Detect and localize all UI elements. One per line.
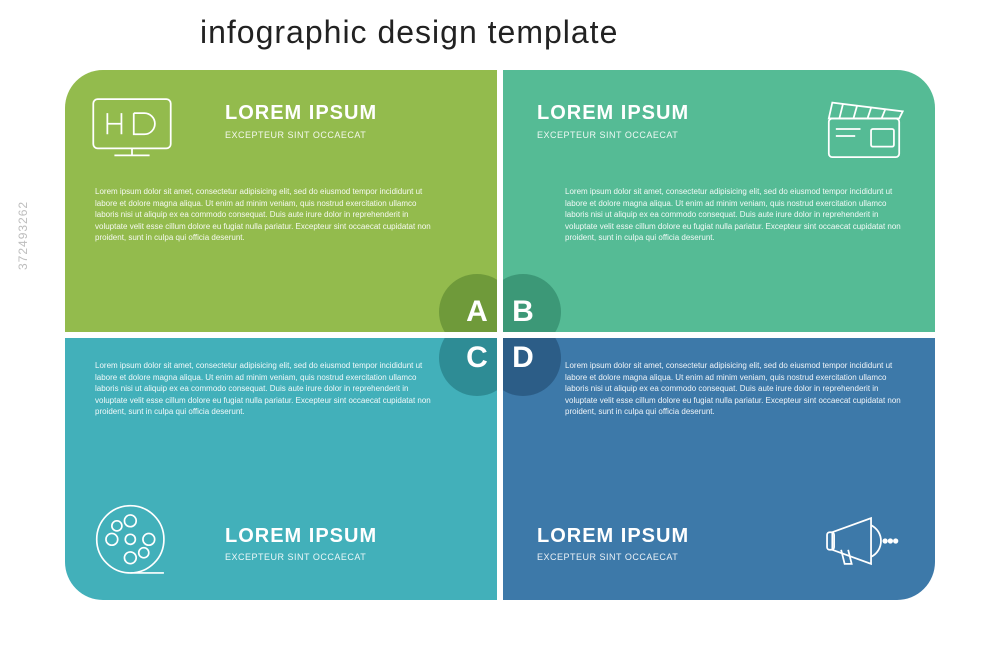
panel-a-letter: A <box>439 274 497 332</box>
megaphone-icon <box>819 496 909 586</box>
panel-b-subheading: EXCEPTEUR SINT OCCAECAT <box>537 130 678 140</box>
panel-c-body: Lorem ipsum dolor sit amet, consectetur … <box>95 360 435 418</box>
panel-a-subheading: EXCEPTEUR SINT OCCAECAT <box>225 130 366 140</box>
panel-b-heading: LOREM IPSUM <box>537 102 689 125</box>
hd-tv-icon <box>87 84 177 174</box>
panel-c: Lorem ipsum dolor sit amet, consectetur … <box>65 338 497 600</box>
panel-a-body: Lorem ipsum dolor sit amet, consectetur … <box>95 186 435 244</box>
clapperboard-icon <box>819 84 909 174</box>
watermark-id: 372493262 <box>16 201 30 270</box>
film-reel-icon <box>87 496 177 586</box>
panel-d-letter: D <box>503 338 561 396</box>
panel-d-heading: LOREM IPSUM <box>537 525 689 548</box>
panel-d: Lorem ipsum dolor sit amet, consectetur … <box>503 338 935 600</box>
panel-c-letter: C <box>439 338 497 396</box>
page-title: infographic design template <box>200 14 618 51</box>
panel-d-body: Lorem ipsum dolor sit amet, consectetur … <box>565 360 905 418</box>
infographic-grid: LOREM IPSUM EXCEPTEUR SINT OCCAECAT Lore… <box>65 70 935 600</box>
panel-b-body: Lorem ipsum dolor sit amet, consectetur … <box>565 186 905 244</box>
panel-b-letter: B <box>503 274 561 332</box>
panel-a: LOREM IPSUM EXCEPTEUR SINT OCCAECAT Lore… <box>65 70 497 332</box>
panel-b: LOREM IPSUM EXCEPTEUR SINT OCCAECAT Lore… <box>503 70 935 332</box>
panel-c-heading: LOREM IPSUM <box>225 525 377 548</box>
panel-c-subheading: EXCEPTEUR SINT OCCAECAT <box>225 552 366 562</box>
panel-a-heading: LOREM IPSUM <box>225 102 377 125</box>
panel-d-subheading: EXCEPTEUR SINT OCCAECAT <box>537 552 678 562</box>
